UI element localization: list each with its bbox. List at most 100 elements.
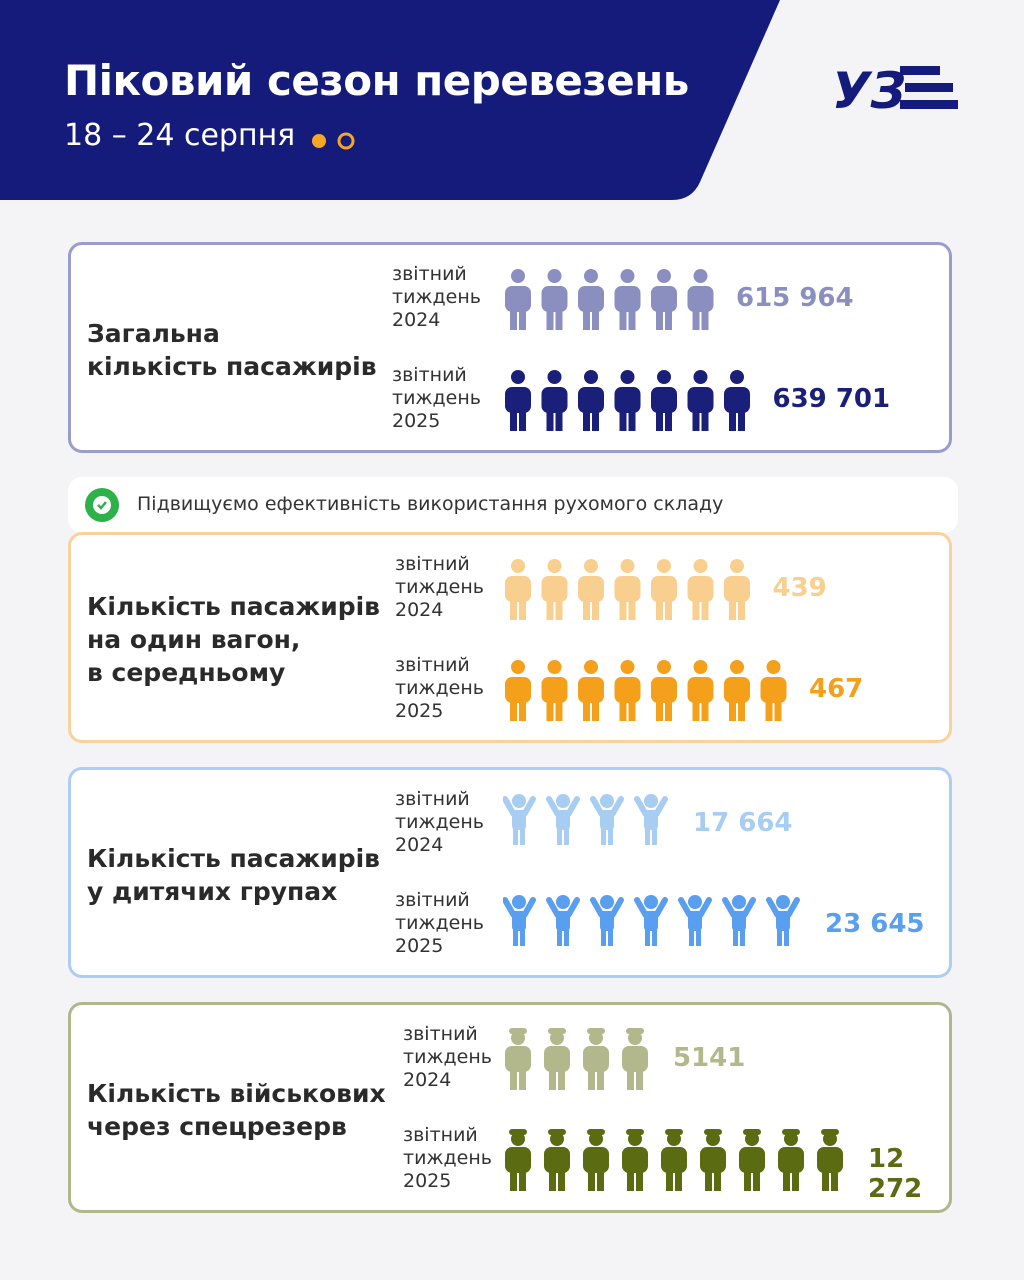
icon-leg [822, 1169, 829, 1191]
label-line: тиждень [395, 912, 484, 934]
pictogram [505, 559, 750, 620]
icon-leg [665, 699, 672, 721]
icon-head [667, 1132, 681, 1146]
icon-leg [557, 928, 562, 946]
icon-leg [692, 699, 700, 721]
icon-body [732, 911, 746, 931]
icon-body [688, 911, 702, 931]
icon-head [644, 794, 658, 808]
icon-leg [627, 1169, 634, 1191]
icon-leg [729, 409, 736, 431]
icon-body [661, 1147, 687, 1173]
icon-leg [628, 308, 636, 330]
icon-body [505, 576, 531, 602]
icon-head [584, 269, 598, 283]
icon-leg [510, 598, 517, 620]
icon-body [614, 286, 641, 312]
icon-leg [783, 1169, 790, 1191]
label-line: тиждень [392, 286, 481, 308]
icon-body [651, 677, 677, 703]
icon-head [511, 1031, 525, 1045]
icon-body [687, 387, 714, 413]
row-value: 5141 [673, 1043, 746, 1073]
icon-head [511, 660, 525, 674]
title-line: Загальна [87, 319, 220, 348]
icon-body [651, 387, 677, 413]
icon-head [620, 269, 635, 283]
row-label: звітний тиждень 2024 [392, 263, 481, 332]
pictogram [505, 1028, 648, 1090]
icon-body [600, 911, 614, 931]
icon-head [706, 1132, 720, 1146]
icon-head [776, 895, 790, 909]
icon-cap [626, 1129, 644, 1135]
icon-head [823, 1132, 837, 1146]
icon-leg [665, 409, 672, 431]
icon-leg [619, 598, 627, 620]
icon-leg [666, 1169, 673, 1191]
icon-leg [628, 598, 636, 620]
icon-body [687, 677, 714, 703]
icon-head [584, 559, 598, 573]
check-icon [85, 488, 119, 522]
icon-leg [564, 827, 569, 845]
icon-body [644, 911, 658, 931]
icon-body [651, 286, 677, 312]
icon-leg [738, 598, 745, 620]
icon-leg [733, 928, 738, 946]
icon-leg [557, 827, 562, 845]
icon-leg [656, 699, 663, 721]
card-title: Кількість пасажирів у дитячих групах [87, 842, 380, 908]
icon-leg [588, 1169, 595, 1191]
row-value: 439 [772, 573, 827, 603]
card: Загальна кількість пасажирів звітний тижден… [68, 242, 952, 453]
icon-cap [548, 1129, 566, 1135]
icon-body [512, 911, 526, 931]
icon-cap [626, 1028, 644, 1034]
label-line: тиждень [395, 811, 484, 833]
icon-leg [831, 1169, 838, 1191]
row-label: звітний тиждень 2024 [395, 553, 484, 622]
icon-head [556, 794, 570, 808]
icon-leg [519, 409, 526, 431]
icon-leg [628, 409, 636, 431]
logo: УЗ [832, 62, 906, 120]
label-line: тиждень [403, 1046, 492, 1068]
icon-leg [597, 1169, 604, 1191]
icon-head [550, 1031, 564, 1045]
icon-body [687, 286, 714, 312]
icon-leg [520, 827, 525, 845]
icon-cap [587, 1028, 605, 1034]
icon-body [505, 1147, 531, 1173]
icon-leg [701, 699, 709, 721]
label-line: 2025 [403, 1170, 452, 1192]
row-value: 467 [809, 674, 864, 704]
icon-head [547, 370, 562, 384]
icon-body [578, 286, 604, 312]
icon-head [628, 1132, 642, 1146]
icon-head [584, 370, 598, 384]
pictogram [505, 660, 787, 721]
icon-body [541, 677, 568, 703]
icon-leg [510, 409, 517, 431]
icon-leg [583, 308, 590, 330]
icon-head [547, 269, 562, 283]
icon-head [745, 1132, 759, 1146]
card: Кількість військових через спецрезерв звіт… [68, 1002, 952, 1213]
icon-leg [652, 928, 657, 946]
icon-leg [583, 598, 590, 620]
icon-leg [753, 1169, 760, 1191]
icon-leg [656, 409, 663, 431]
icon-body [739, 1147, 765, 1173]
icon-body [541, 387, 568, 413]
icon-leg [652, 827, 657, 845]
icon-body [776, 911, 790, 931]
icon-leg [619, 308, 627, 330]
icon-leg [510, 699, 517, 721]
icon-leg [774, 699, 782, 721]
title-line: Кількість військових [87, 1079, 386, 1108]
card: Кількість пасажирів у дитячих групах звітн… [68, 767, 952, 978]
pictogram [505, 370, 750, 431]
row-value: 639 701 [772, 384, 891, 414]
